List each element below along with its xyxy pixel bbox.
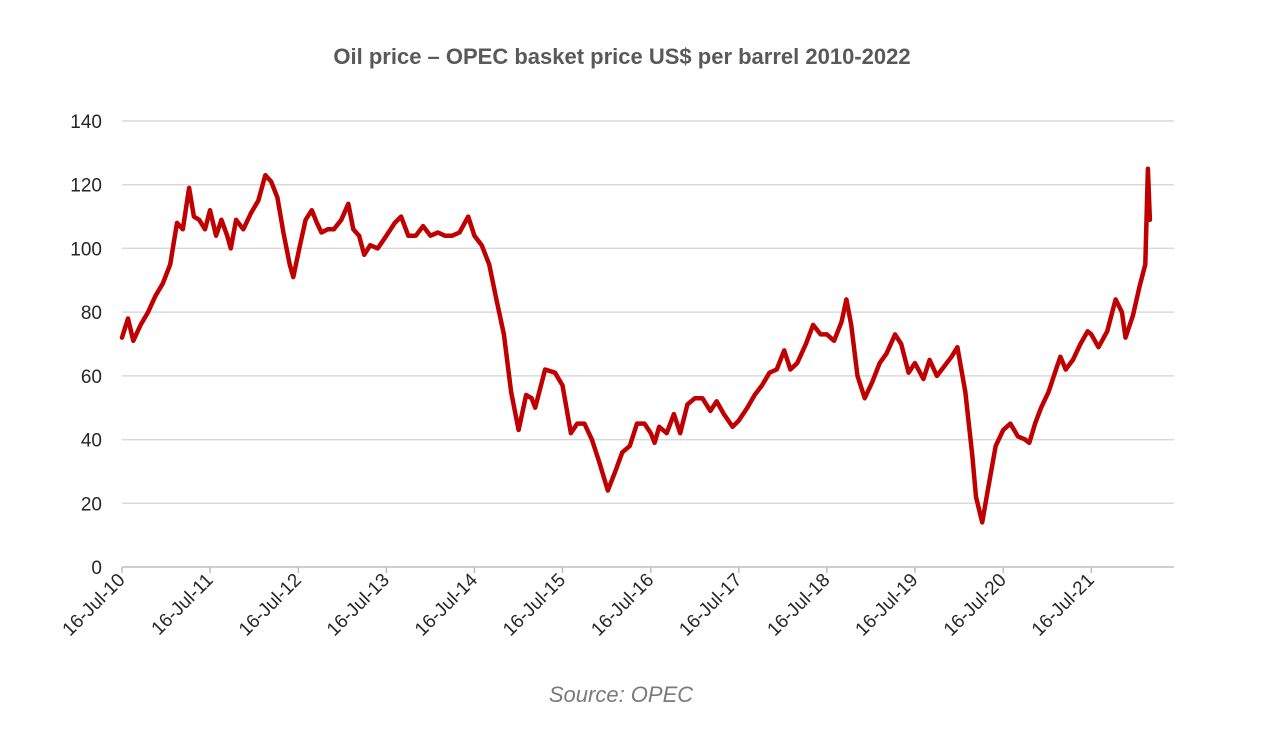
- y-axis: 0 20 40 60 80 100 120 140: [70, 112, 102, 579]
- x-tick-label: 16-Jul-10: [59, 570, 130, 641]
- x-axis: 16-Jul-10 16-Jul-11 16-Jul-12 16-Jul-13 16-J…: [59, 566, 1174, 641]
- y-tick-label: 140: [70, 112, 102, 133]
- x-tick-label: 16-Jul-14: [411, 569, 482, 640]
- x-tick-label: 16-Jul-15: [499, 570, 570, 641]
- x-tick-label: 16-Jul-12: [235, 570, 306, 641]
- x-tick-label: 16-Jul-11: [148, 570, 218, 640]
- x-tick-label: 16-Jul-21: [1028, 570, 1099, 641]
- chart-title: Oil price – OPEC basket price US$ per ba…: [333, 44, 911, 69]
- x-tick-label: 16-Jul-20: [940, 570, 1011, 641]
- gridlines: [122, 120, 1174, 505]
- y-tick-label: 80: [81, 303, 102, 324]
- source-note: Source: OPEC: [548, 682, 694, 707]
- y-tick-label: 20: [81, 494, 102, 515]
- y-tick-label: 40: [81, 431, 102, 452]
- y-tick-label: 100: [70, 239, 102, 260]
- x-tick-label: 16-Jul-19: [852, 570, 923, 641]
- x-tick-label: 16-Jul-16: [587, 570, 658, 641]
- series-line: [119, 166, 1153, 525]
- y-tick-label: 0: [91, 558, 102, 579]
- y-tick-label: 120: [70, 176, 102, 197]
- x-tick-label: 16-Jul-13: [323, 570, 394, 641]
- x-tick-label: 16-Jul-18: [764, 570, 835, 641]
- series-layer: [119, 166, 1153, 525]
- x-tick-label: 16-Jul-17: [675, 570, 746, 641]
- y-tick-label: 60: [81, 367, 102, 388]
